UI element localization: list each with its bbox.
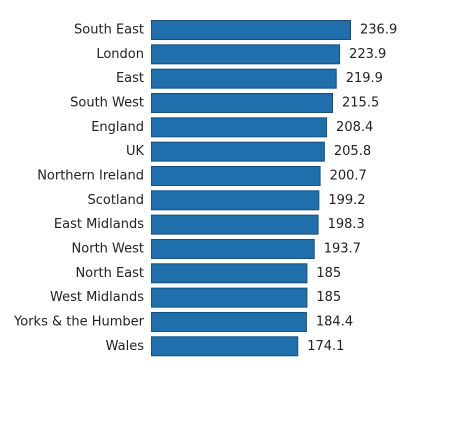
bar [151,214,319,235]
value-label: 185 [316,266,341,281]
value-label: 184.4 [316,314,353,329]
bar [151,287,308,308]
value-label: 208.4 [336,120,373,135]
category-label: South East [74,23,144,38]
category-label: UK [126,144,145,159]
bar [151,92,334,113]
category-label: North East [75,266,144,281]
category-label: Northern Ireland [37,168,144,183]
category-label: England [91,120,144,135]
value-label: 236.9 [360,23,397,38]
bar [151,336,299,357]
value-label: 193.7 [324,241,361,256]
value-label: 199.2 [328,193,365,208]
category-label: South West [70,95,144,110]
value-label: 174.1 [307,339,344,354]
value-label: 185 [316,290,341,305]
category-label: London [96,47,144,62]
bar [151,190,320,211]
value-label: 200.7 [330,168,367,183]
category-label: North West [72,241,144,256]
bar [151,68,337,89]
value-label: 223.9 [349,47,386,62]
bar [151,238,315,259]
bar [151,20,351,40]
value-label: 215.5 [342,95,379,110]
bar [151,141,325,162]
bar [151,44,341,65]
category-label: West Midlands [50,290,144,305]
bar [151,263,308,284]
category-label: Scotland [87,193,144,208]
bar [151,165,321,186]
value-label: 219.9 [346,71,383,86]
category-label: Wales [106,339,145,354]
value-label: 198.3 [328,217,365,232]
bars-layer: South East 236.9 London 223.9 East 219.9 South… [13,20,397,357]
bar [151,311,307,332]
value-label: 205.8 [334,144,371,159]
category-label: East [116,71,144,86]
bar [151,117,328,138]
category-label: East Midlands [54,217,144,232]
category-label: Yorks & the Humber [13,314,145,329]
